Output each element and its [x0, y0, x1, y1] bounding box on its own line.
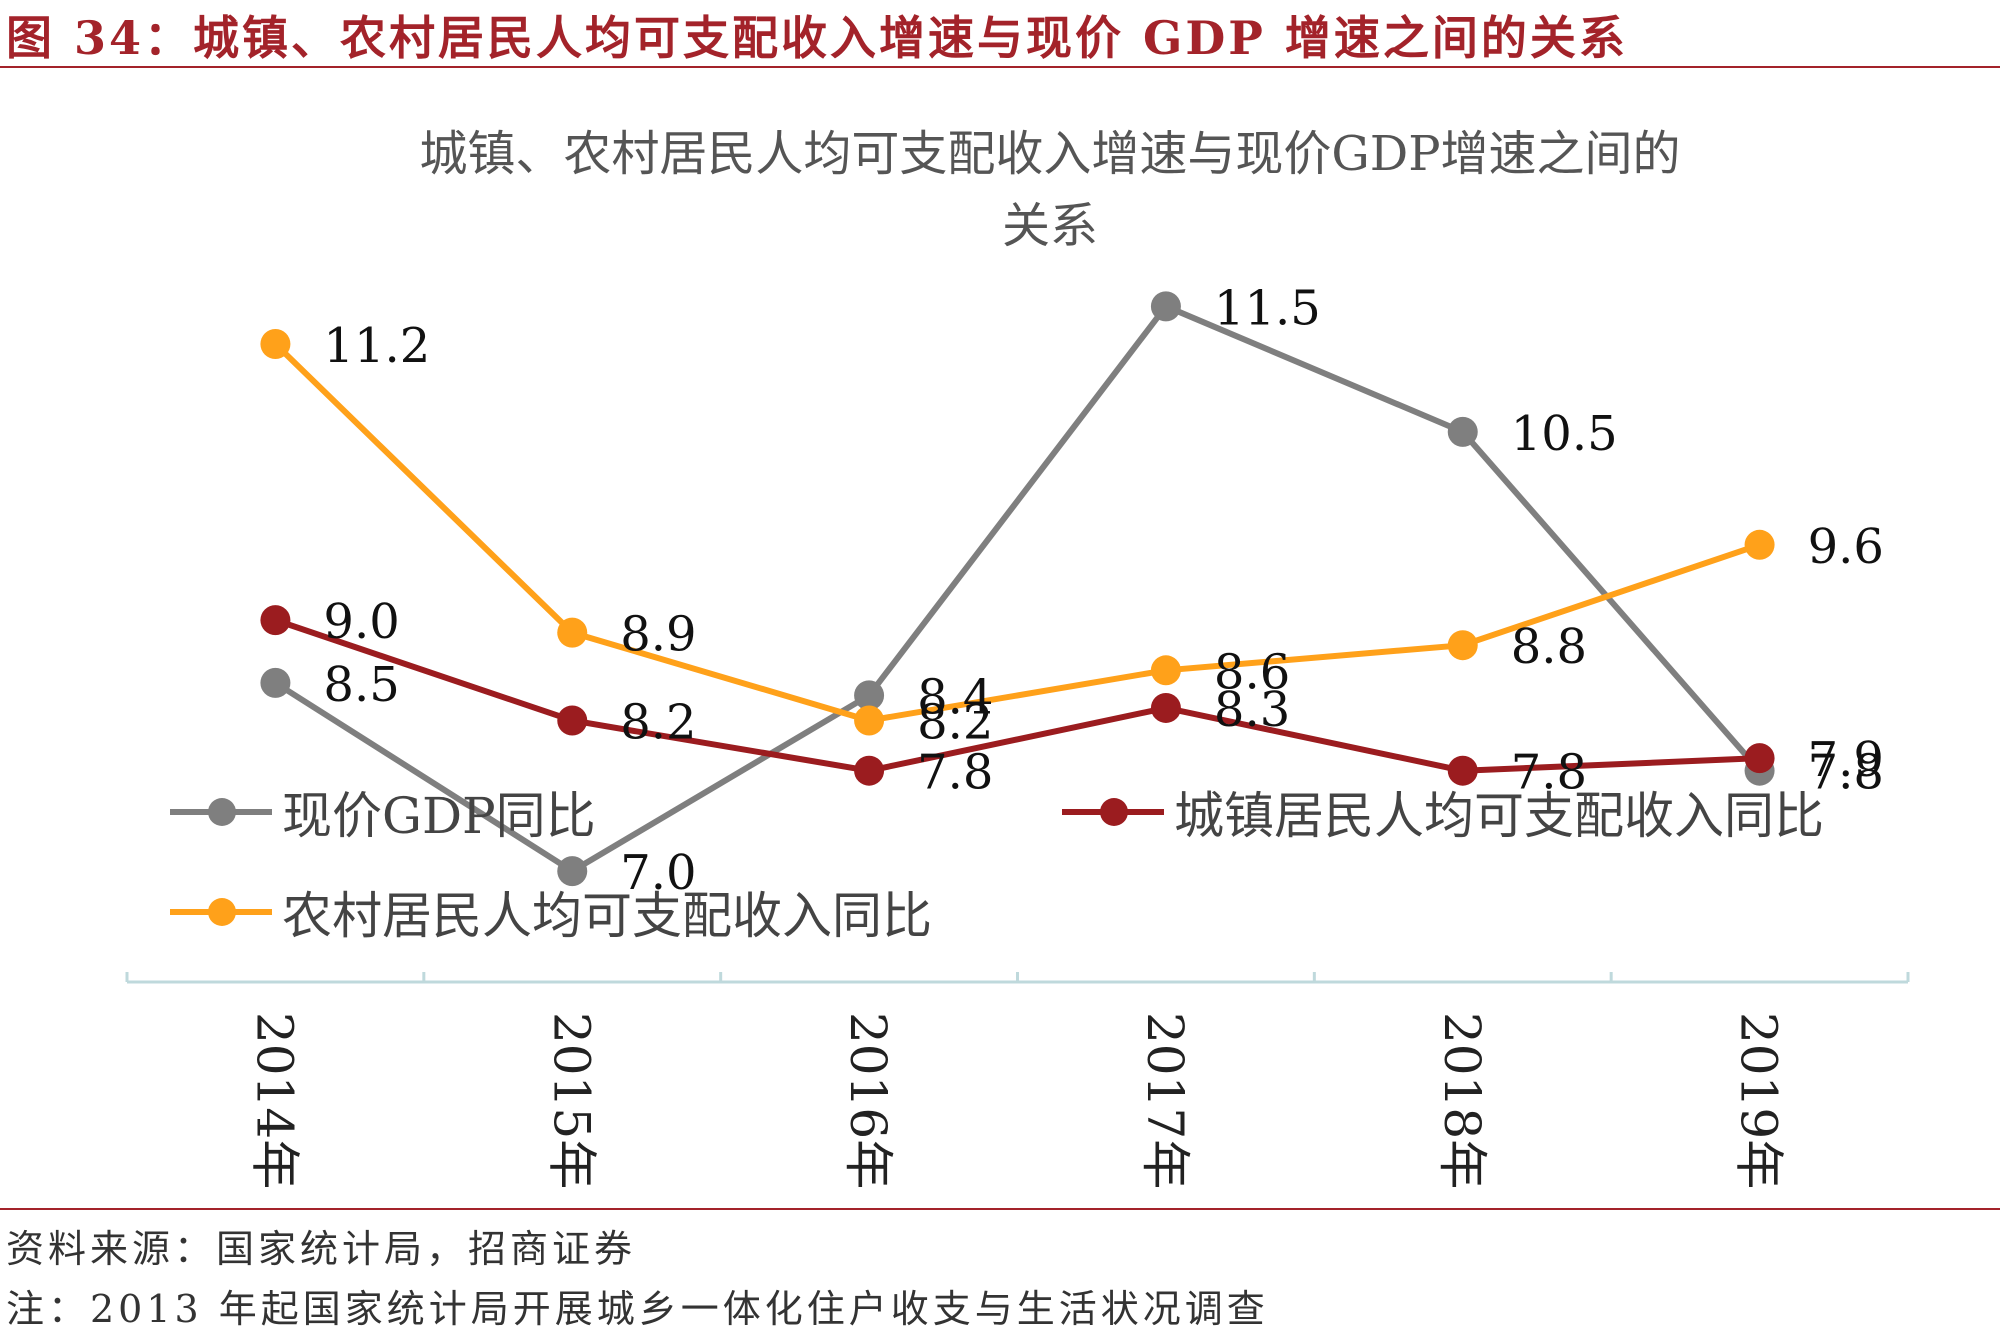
- gdp-series-data-label: 10.5: [1511, 406, 1618, 462]
- rural-series-data-label: 8.8: [1511, 619, 1587, 675]
- legend-item-urban: 城镇居民人均可支配收入同比: [1062, 782, 1824, 845]
- rural-series-point: [260, 329, 291, 359]
- x-axis: 2014年 2015年 2016年 2017年 2018年 2019年: [125, 972, 1910, 1189]
- rural-series-data-label: 8.2: [917, 695, 993, 751]
- urban-series-point: [557, 705, 588, 736]
- gdp-series-data-label: 7.0: [620, 845, 696, 901]
- gdp-series-data-label: 8.5: [323, 657, 399, 713]
- rural-series-point: [854, 705, 885, 736]
- chart-title-line2: 关系: [1001, 198, 1098, 254]
- x-tick-label: 2014年: [245, 1012, 303, 1189]
- legend-label-urban: 城镇居民人均可支配收入同比: [1174, 787, 1824, 845]
- urban-series-data-label: 8.2: [620, 695, 696, 751]
- x-tick-label: 2018年: [1433, 1012, 1491, 1189]
- legend-marker-urban: [1100, 798, 1128, 826]
- legend-line-rural: [170, 898, 272, 926]
- legend-item-gdp: 现价GDP同比: [170, 782, 596, 845]
- rural-series-line: [273, 341, 1761, 724]
- urban-series-data-label: 8.3: [1214, 682, 1290, 738]
- gdp-series-line: [273, 302, 1762, 875]
- data-labels: 8.57.08.411.510.57.89.08.27.88.37.8 7.911…: [323, 280, 1884, 901]
- gdp-series-data-label: 7.8: [1808, 745, 1884, 801]
- legend-label-gdp: 现价GDP同比: [282, 787, 596, 845]
- urban-series-point: [260, 605, 291, 636]
- legend-line-urban: [1062, 798, 1164, 826]
- urban-series-line: [274, 617, 1760, 774]
- rural-series-point: [557, 617, 588, 648]
- legend-line-gdp: [170, 798, 272, 826]
- note-text: 注：2013 年起国家统计局开展城乡一体化住户收支与生活状况调查: [6, 1287, 1269, 1331]
- gdp-series-point: [1447, 416, 1478, 447]
- x-tick-label: 2017年: [1136, 1012, 1194, 1189]
- x-tick-label: 2016年: [839, 1012, 897, 1189]
- urban-series-point: [1150, 692, 1181, 723]
- chart-title: 城镇、农村居民人均可支配收入增速与现价GDP增速之间的 关系: [200, 118, 1900, 262]
- urban-series-data-label: 9.0: [323, 594, 399, 650]
- urban-series-data-label: 7.9: [1808, 732, 1884, 788]
- gdp-series-point: [557, 856, 588, 887]
- figure-title: 图 34：城镇、农村居民人均可支配收入增速与现价 GDP 增速之间的关系: [6, 11, 1628, 65]
- gdp-series-data-label: 11.5: [1214, 280, 1321, 336]
- x-tick-label: 2015年: [542, 1012, 600, 1189]
- legend-marker-rural: [208, 898, 236, 926]
- rural-series-data-label: 11.2: [323, 318, 430, 374]
- gdp-series-point: [1150, 291, 1181, 322]
- urban-series-point: [1744, 743, 1775, 774]
- rural-series-data-label: 9.6: [1808, 519, 1884, 575]
- title-divider: [0, 66, 2000, 68]
- urban-series-point: [854, 755, 885, 786]
- urban-series-data-label: 7.8: [917, 745, 993, 801]
- urban-series-point: [1447, 755, 1478, 786]
- rural-series-point: [1447, 630, 1478, 661]
- gdp-series-point: [854, 680, 885, 711]
- rural-series-data-label: 8.9: [620, 607, 696, 663]
- legend-label-rural: 农村居民人均可支配收入同比: [282, 887, 932, 945]
- gdp-series-point: [260, 667, 291, 698]
- urban-series-data-label: 7.8: [1511, 745, 1587, 801]
- source-text: 资料来源：国家统计局，招商证券: [6, 1227, 637, 1271]
- x-tick-label: 2019年: [1730, 1012, 1788, 1189]
- legend-marker-gdp: [208, 798, 236, 826]
- gdp-series-data-label: 8.4: [917, 669, 993, 725]
- legend-item-rural: 农村居民人均可支配收入同比: [170, 882, 932, 945]
- rural-series-point: [1150, 655, 1181, 686]
- chart-title-line1: 城镇、农村居民人均可支配收入增速与现价GDP增速之间的: [419, 126, 1681, 182]
- rural-series-point: [1744, 529, 1775, 560]
- footer-divider: [0, 1208, 2000, 1210]
- series-lines: [260, 291, 1775, 887]
- rural-series-data-label: 8.6: [1214, 644, 1290, 700]
